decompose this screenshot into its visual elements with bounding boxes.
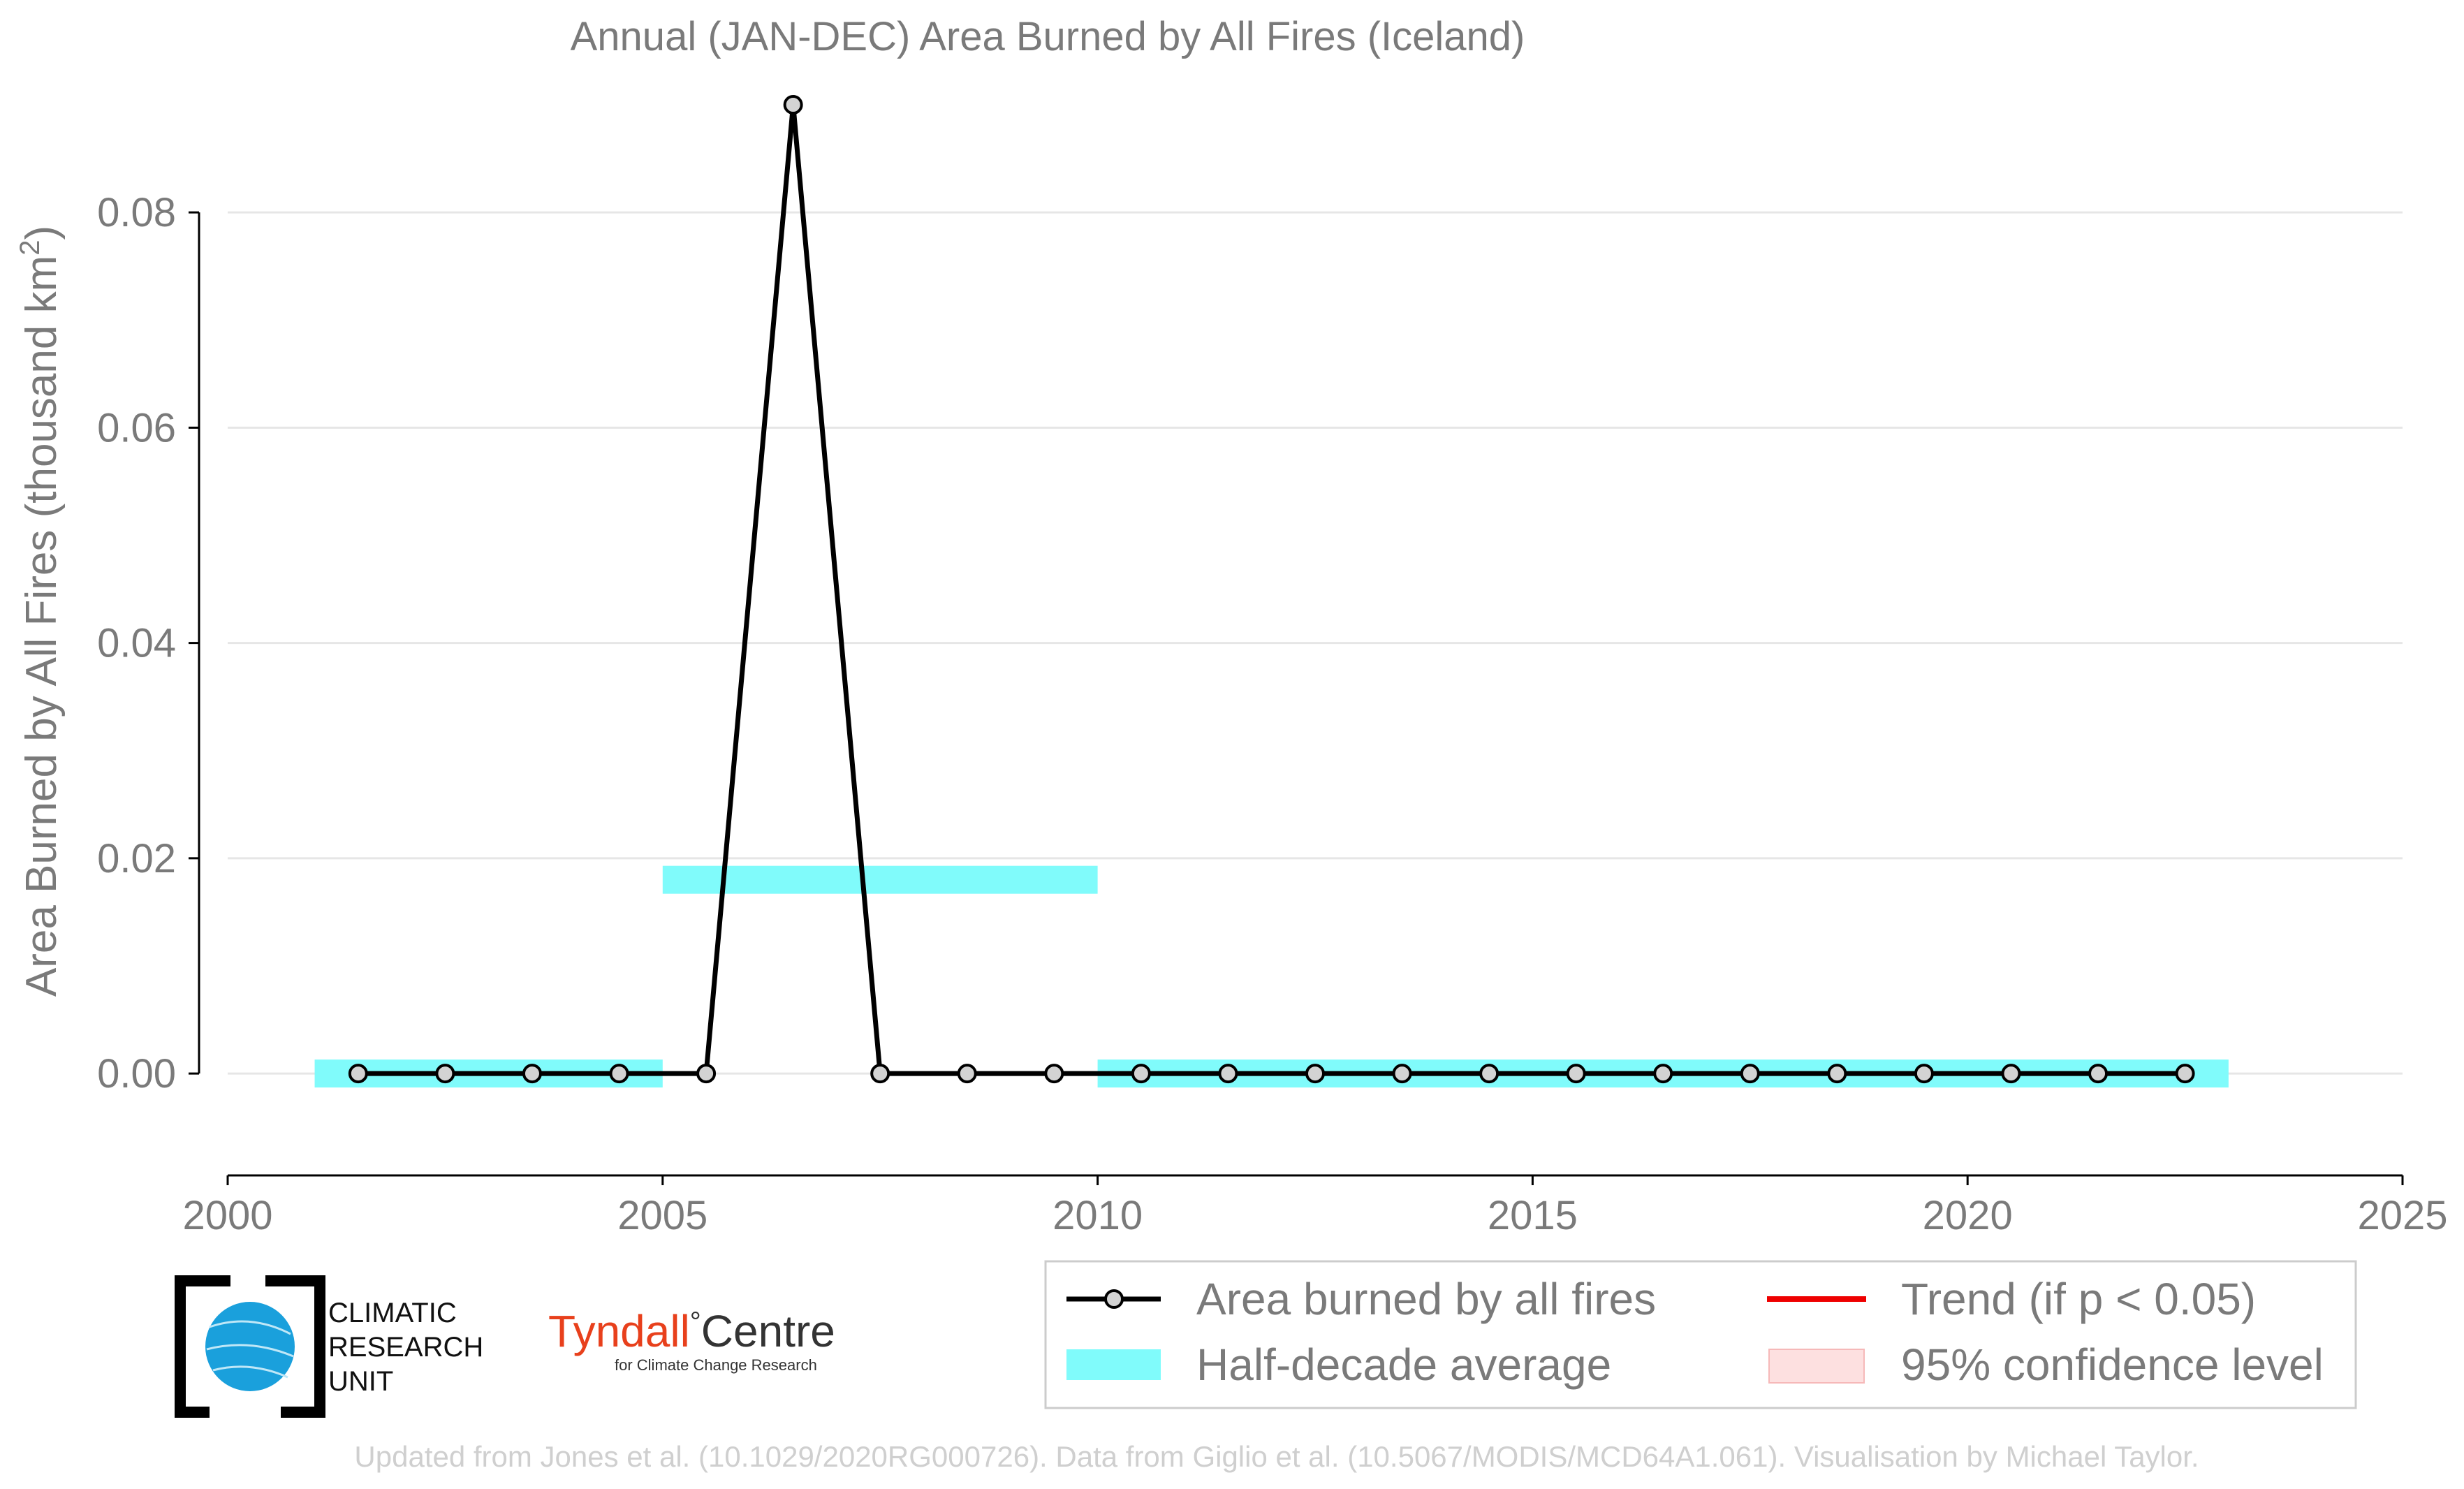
cru-logo-line2: RESEARCH	[328, 1332, 483, 1363]
y-tick-label: 0.00	[97, 1051, 176, 1096]
x-tick-label: 2005	[617, 1193, 707, 1238]
x-tick-label: 2020	[1923, 1193, 2013, 1238]
half-decade-average-bar	[662, 865, 1098, 894]
legend-marker-swatch	[1104, 1289, 1124, 1309]
legend-half-decade-swatch	[1066, 1349, 1161, 1380]
data-point-marker	[870, 1064, 890, 1084]
axes: 0.00 0.02 0.04 0.06 0.08 2000 2005 2010 2015 2020…	[97, 190, 2447, 1238]
data-point-marker	[1044, 1064, 1064, 1084]
tyndall-logo-degree: °	[690, 1307, 701, 1337]
data-point-marker	[1479, 1064, 1499, 1084]
legend-confidence-swatch	[1768, 1349, 1865, 1384]
y-axis-label-main: Area Burned by All Fires (thousand km	[17, 256, 66, 997]
data-point-marker	[1305, 1064, 1325, 1084]
data-point-marker	[609, 1064, 629, 1084]
tyndall-logo-subtitle: for Climate Change Research	[615, 1356, 817, 1374]
tyndall-logo: Tyndall°Centre for Climate Change Resear…	[548, 1306, 835, 1374]
footer-credits: Updated from Jones et al. (10.1029/2020R…	[354, 1440, 2199, 1473]
data-point-marker	[1827, 1064, 1847, 1084]
x-tick-label: 2010	[1053, 1193, 1143, 1238]
data-point-marker	[522, 1064, 542, 1084]
data-point-marker	[1218, 1064, 1238, 1084]
x-tick-label: 2025	[2357, 1193, 2447, 1238]
data-point-marker	[1131, 1064, 1151, 1084]
data-point-marker	[1392, 1064, 1412, 1084]
data-point-marker	[2088, 1064, 2109, 1084]
data-point-marker	[696, 1064, 717, 1084]
data-point-marker	[348, 1064, 368, 1084]
x-tick-label: 2015	[1488, 1193, 1578, 1238]
y-axis-label-superscript: 2	[15, 240, 45, 256]
series-markers	[348, 95, 2195, 1084]
data-point-marker	[1566, 1064, 1586, 1084]
legend-label-confidence: 95% confidence level	[1901, 1340, 2324, 1390]
y-axis-label-close: )	[17, 226, 66, 240]
series-line	[358, 104, 2185, 1076]
y-tick-label: 0.08	[97, 190, 176, 235]
cru-logo-globe-lines	[206, 1320, 294, 1379]
x-tick-label: 2000	[182, 1193, 272, 1238]
data-point-marker	[957, 1064, 977, 1084]
legend-label-area-burned: Area burned by all fires	[1196, 1274, 1656, 1324]
y-axis-label: Area Burned by All Fires (thousand km2)	[15, 226, 66, 997]
legend-label-half-decade: Half-decade average	[1196, 1340, 1611, 1390]
series-lines	[358, 104, 2185, 1076]
grid-lines	[228, 211, 2403, 1075]
legend-box	[1044, 1260, 2357, 1409]
cru-logo-bracket	[175, 1275, 325, 1418]
tyndall-logo-word: Tyndall	[548, 1306, 690, 1356]
legend: Area burned by all fires Trend (if p < 0…	[1044, 1260, 2357, 1409]
data-point-marker	[1653, 1064, 1673, 1084]
cru-logo: CLIMATIC RESEARCH UNIT	[175, 1275, 483, 1418]
data-point-marker	[435, 1064, 455, 1084]
tyndall-logo-centre: Centre	[701, 1306, 835, 1356]
y-tick-label: 0.06	[97, 405, 176, 450]
y-tick-label: 0.02	[97, 836, 176, 881]
data-point-marker	[2175, 1064, 2195, 1084]
chart-title: Annual (JAN-DEC) Area Burned by All Fire…	[571, 14, 1525, 59]
data-point-marker	[1740, 1064, 1760, 1084]
legend-label-trend: Trend (if p < 0.05)	[1901, 1274, 2256, 1324]
data-point-marker	[1914, 1064, 1934, 1084]
y-tick-label: 0.04	[97, 621, 176, 666]
tyndall-logo-name: Tyndall°Centre	[548, 1306, 835, 1356]
data-point-marker	[2001, 1064, 2021, 1084]
data-point-marker	[783, 95, 803, 115]
cru-logo-line3: UNIT	[328, 1366, 393, 1397]
half-decade-average-bars	[314, 865, 2229, 1088]
cru-logo-line1: CLIMATIC	[328, 1298, 457, 1328]
